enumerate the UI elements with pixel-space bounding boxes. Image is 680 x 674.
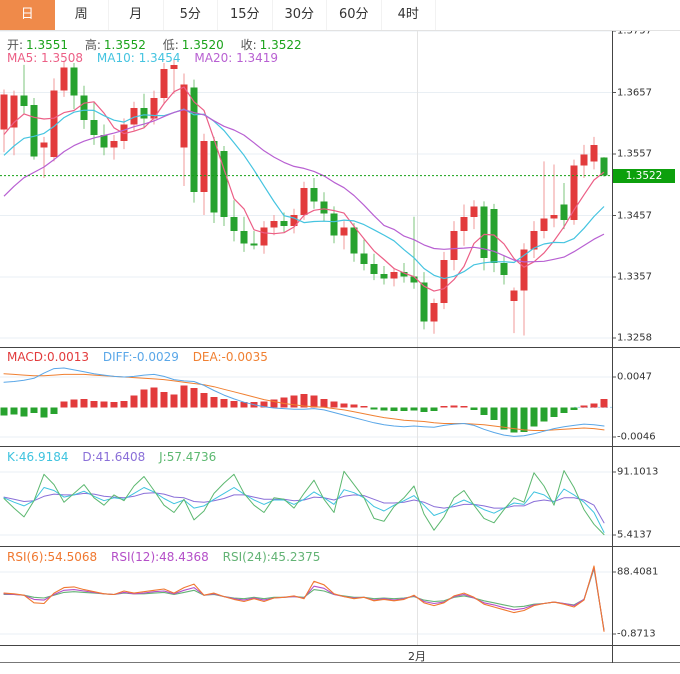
axis-label: 5.4137: [617, 529, 652, 541]
low-label: 低:: [162, 38, 179, 52]
open-value: 1.3551: [26, 38, 69, 52]
rsi24-value: RSI(24):45.2375: [222, 550, 321, 564]
tab-week[interactable]: 周: [54, 0, 109, 30]
ma10-readout: MA10: 1.3454: [96, 51, 181, 65]
high-value: 1.3552: [103, 38, 146, 52]
axis-label: 1.3757: [617, 25, 652, 37]
axis-label: 88.4081: [617, 566, 659, 578]
frame-layer: [0, 30, 680, 663]
j-value: J:57.4736: [159, 450, 217, 464]
rsi-readout: RSI(6):54.5068 RSI(12):48.4368 RSI(24):4…: [7, 550, 330, 564]
open-label: 开:: [7, 38, 24, 52]
axis-label: -0.8713: [617, 628, 656, 640]
high-label: 高:: [84, 38, 101, 52]
macd-readout: MACD:0.0013 DIFF:-0.0029 DEA:-0.0035: [7, 350, 278, 364]
tab-day[interactable]: 日: [0, 0, 55, 30]
tab-60min[interactable]: 60分: [327, 0, 382, 30]
axis-label: 91.1013: [617, 466, 659, 478]
diff-value: DIFF:-0.0029: [102, 350, 179, 364]
candlestick-layer: [0, 58, 608, 336]
kdj-readout: K:46.9184 D:41.6408 J:57.4736: [7, 450, 226, 464]
tab-15min[interactable]: 15分: [218, 0, 273, 30]
ma5-readout: MA5: 1.3508: [7, 51, 84, 65]
axis-label: 1.3557: [617, 148, 652, 160]
axis-label: 1.3258: [617, 332, 652, 344]
grid-layer: [0, 30, 616, 645]
macd-value: MACD:0.0013: [7, 350, 90, 364]
ohlc-readout: 开: 1.3551 高: 1.3552 低: 1.3520 收: 1.3522: [7, 36, 315, 53]
rsi6-value: RSI(6):54.5068: [7, 550, 98, 564]
x-axis-month-label: 2月: [408, 650, 426, 663]
close-value: 1.3522: [259, 38, 302, 52]
rsi12-value: RSI(12):48.4368: [111, 550, 209, 564]
axis-label: 1.3657: [617, 87, 652, 99]
tab-30min[interactable]: 30分: [272, 0, 327, 30]
axis-label: -0.0046: [617, 431, 656, 443]
axis-label: 1.3457: [617, 210, 652, 222]
current-price-badge: 1.3522: [613, 168, 675, 183]
low-value: 1.3520: [181, 38, 224, 52]
tab-5min[interactable]: 5分: [163, 0, 218, 30]
tab-month[interactable]: 月: [109, 0, 164, 30]
macd-layer: [0, 367, 612, 437]
axis-label: 1.3357: [617, 271, 652, 283]
kdj-layer: [3, 470, 605, 536]
timeframe-tabbar: 日 周 月 5分 15分 30分 60分 4时: [0, 0, 680, 31]
rsi-layer: [3, 565, 605, 632]
d-value: D:41.6408: [82, 450, 146, 464]
axis-label: 0.0047: [617, 371, 652, 383]
tab-4hour[interactable]: 4时: [381, 0, 436, 30]
ma-readout: MA5: 1.3508 MA10: 1.3454 MA20: 1.3419: [7, 51, 288, 65]
close-label: 收:: [240, 38, 257, 52]
dea-value: DEA:-0.0035: [192, 350, 268, 364]
ma-lines-layer: [3, 86, 605, 292]
k-value: K:46.9184: [7, 450, 69, 464]
ma20-readout: MA20: 1.3419: [194, 51, 279, 65]
